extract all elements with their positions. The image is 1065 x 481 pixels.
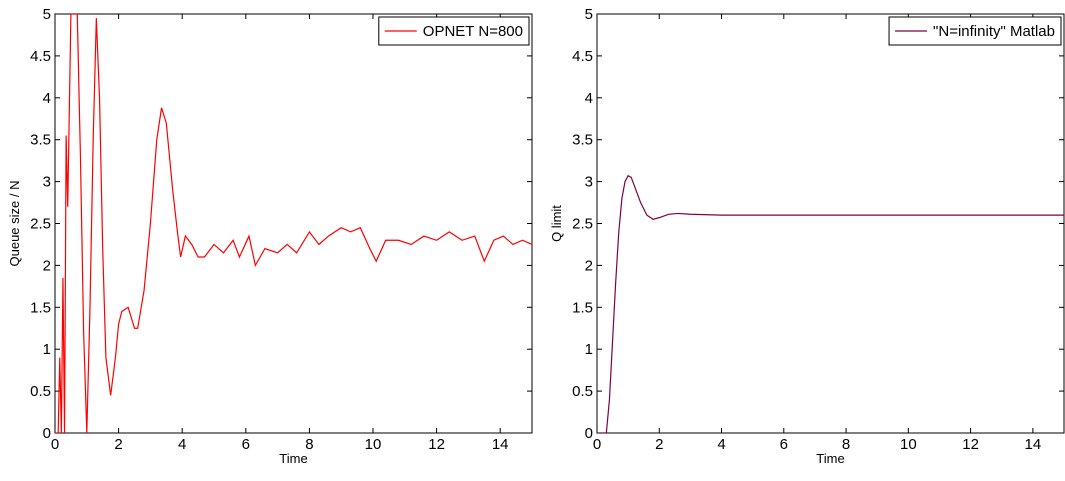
y-tick-label: 1.5 <box>572 299 593 316</box>
y-tick-label: 4.5 <box>30 48 51 65</box>
plot: 0 0.5 1 1.5 2 2.5 3 3.5 4 4.5 5 0 2 4 6 8 10 12 14 Time Queu… <box>7 6 533 466</box>
y-axis-label: Q limit <box>549 205 564 242</box>
x-tick-label: 12 <box>428 436 445 453</box>
x-axis-label: Time <box>279 451 307 466</box>
axes-box <box>596 13 1065 434</box>
y-tick-label: 2.5 <box>30 216 51 233</box>
x-tick-label: 8 <box>305 436 313 453</box>
x-tick-label: 2 <box>655 436 663 453</box>
y-tick-label: 3.5 <box>572 132 593 149</box>
y-tick-label: 4 <box>585 90 593 107</box>
y-tick-label: 0 <box>43 425 51 442</box>
x-tick-label: 4 <box>717 436 725 453</box>
y-tick-label: 5 <box>585 6 593 23</box>
x-tick-label: 0 <box>593 436 601 453</box>
y-tick-label: 3 <box>585 174 593 191</box>
y-tick-label: 1 <box>43 341 51 358</box>
data-line <box>55 14 532 433</box>
x-tick-label: 10 <box>365 436 382 453</box>
y-axis-label: Queue size / N <box>7 181 22 267</box>
y-tick-label: 0.5 <box>30 383 51 400</box>
x-tick-label: 6 <box>780 436 788 453</box>
x-tick-label: 0 <box>51 436 59 453</box>
y-tick-label: 1 <box>585 341 593 358</box>
y-tick-label: 1.5 <box>30 299 51 316</box>
y-tick-label: 0.5 <box>572 383 593 400</box>
y-tick-label: 3 <box>43 174 51 191</box>
x-tick-label: 8 <box>842 436 850 453</box>
x-tick-label: 4 <box>178 436 186 453</box>
y-tick-label: 4.5 <box>572 48 593 65</box>
x-tick-label: 2 <box>114 436 122 453</box>
y-tick-label: 2 <box>43 257 51 274</box>
x-tick-label: 6 <box>242 436 250 453</box>
y-tick-label: 2 <box>585 257 593 274</box>
y-tick-label: 4 <box>43 90 51 107</box>
legend-label: OPNET N=800 <box>423 23 523 40</box>
axes-box <box>54 13 533 434</box>
data-line <box>597 174 1064 433</box>
y-tick-label: 3.5 <box>30 132 51 149</box>
x-axis-label: Time <box>816 451 844 466</box>
legend: "N=infinity" Matlab <box>888 16 1062 46</box>
y-tick-label: 0 <box>585 425 593 442</box>
y-tick-label: 5 <box>43 6 51 23</box>
x-tick-label: 12 <box>962 436 979 453</box>
x-tick-label: 14 <box>1025 436 1042 453</box>
legend: OPNET N=800 <box>378 16 530 46</box>
x-tick-label: 10 <box>900 436 917 453</box>
y-tick-label: 2.5 <box>572 216 593 233</box>
plot: 0 0.5 1 1.5 2 2.5 3 3.5 4 4.5 5 0 2 4 6 8 10 12 14 Time Q li… <box>549 6 1065 466</box>
legend-label: "N=infinity" Matlab <box>933 23 1055 40</box>
x-tick-label: 14 <box>492 436 509 453</box>
